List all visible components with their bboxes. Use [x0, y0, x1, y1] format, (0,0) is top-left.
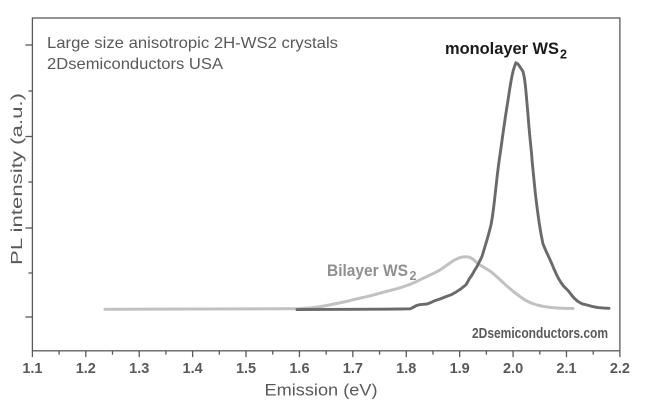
svg-text:Large size anisotropic 2H-WS2: Large size anisotropic 2H-WS2 crystals — [47, 35, 338, 52]
svg-text:2.2: 2.2 — [610, 361, 630, 377]
svg-text:1.9: 1.9 — [450, 361, 470, 377]
svg-text:PL intensity (a.u.): PL intensity (a.u.) — [9, 93, 26, 265]
svg-text:1.6: 1.6 — [289, 361, 309, 377]
svg-text:2Dsemiconductors.com: 2Dsemiconductors.com — [472, 325, 608, 342]
svg-text:2.0: 2.0 — [503, 361, 523, 377]
svg-text:1.4: 1.4 — [183, 361, 203, 377]
svg-text:1.7: 1.7 — [343, 361, 363, 377]
svg-text:1.2: 1.2 — [76, 361, 96, 377]
svg-text:monolayer WS: monolayer WS — [445, 39, 559, 58]
svg-text:1.1: 1.1 — [22, 361, 42, 377]
svg-text:2: 2 — [410, 269, 417, 283]
svg-text:Emission (eV): Emission (eV) — [265, 382, 378, 400]
svg-text:1.8: 1.8 — [396, 361, 416, 377]
svg-text:1.5: 1.5 — [236, 361, 256, 377]
svg-text:2: 2 — [560, 48, 567, 62]
svg-text:1.3: 1.3 — [129, 361, 149, 377]
svg-text:2Dsemiconductors USA: 2Dsemiconductors USA — [47, 56, 223, 73]
svg-text:Bilayer WS: Bilayer WS — [327, 262, 408, 280]
svg-text:2.1: 2.1 — [556, 361, 576, 377]
